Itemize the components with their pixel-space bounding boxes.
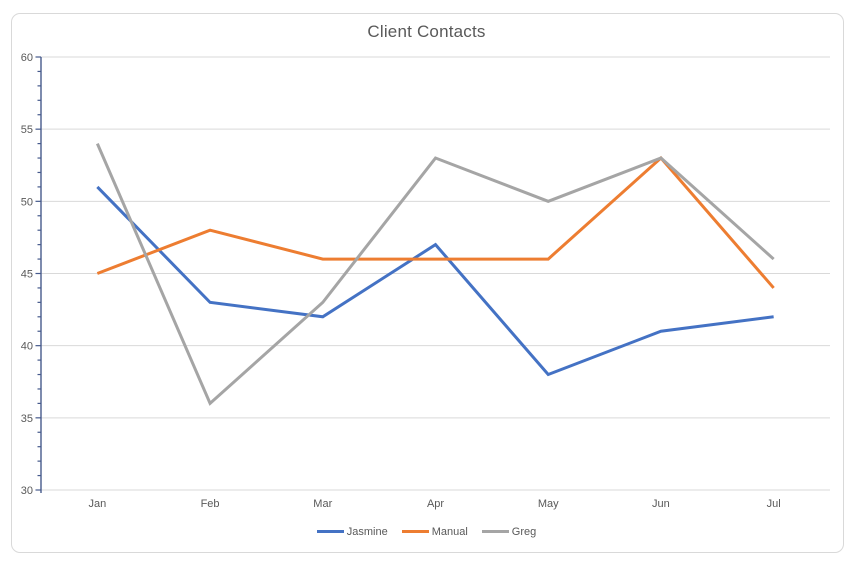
x-axis-label-jul: Jul (767, 498, 781, 510)
y-axis-label-50: 50 (21, 196, 33, 208)
legend-swatch-icon (401, 530, 429, 533)
legend-label: Manual (431, 525, 468, 538)
legend-item-jasmine[interactable]: Jasmine (316, 525, 388, 538)
y-axis-label-35: 35 (21, 413, 33, 425)
x-axis-label-feb: Feb (201, 498, 220, 510)
legend-swatch-icon (316, 530, 344, 533)
x-axis-label-may: May (538, 498, 559, 510)
y-axis-label-45: 45 (21, 269, 33, 281)
y-axis-label-40: 40 (21, 341, 33, 353)
x-axis-label-mar: Mar (313, 498, 332, 510)
y-axis-label-30: 30 (21, 485, 33, 497)
x-axis-label-jan: Jan (88, 498, 106, 510)
legend-label: Greg (511, 525, 537, 538)
chart-legend: Jasmine Manual Greg (0, 523, 853, 540)
series-line-manual (96, 155, 775, 289)
y-axis-label-60: 60 (21, 52, 33, 64)
x-axis-label-jun: Jun (652, 498, 670, 510)
x-axis-label-apr: Apr (427, 498, 444, 510)
legend-item-greg[interactable]: Greg (481, 525, 537, 538)
y-axis-label-55: 55 (21, 124, 33, 136)
chart-frame[interactable] (11, 13, 844, 553)
legend-swatch-icon (481, 530, 509, 533)
legend-label: Jasmine (346, 525, 388, 538)
legend-item-manual[interactable]: Manual (401, 525, 468, 538)
series-line-greg (95, 143, 775, 406)
series-line-jasmine (96, 185, 774, 377)
